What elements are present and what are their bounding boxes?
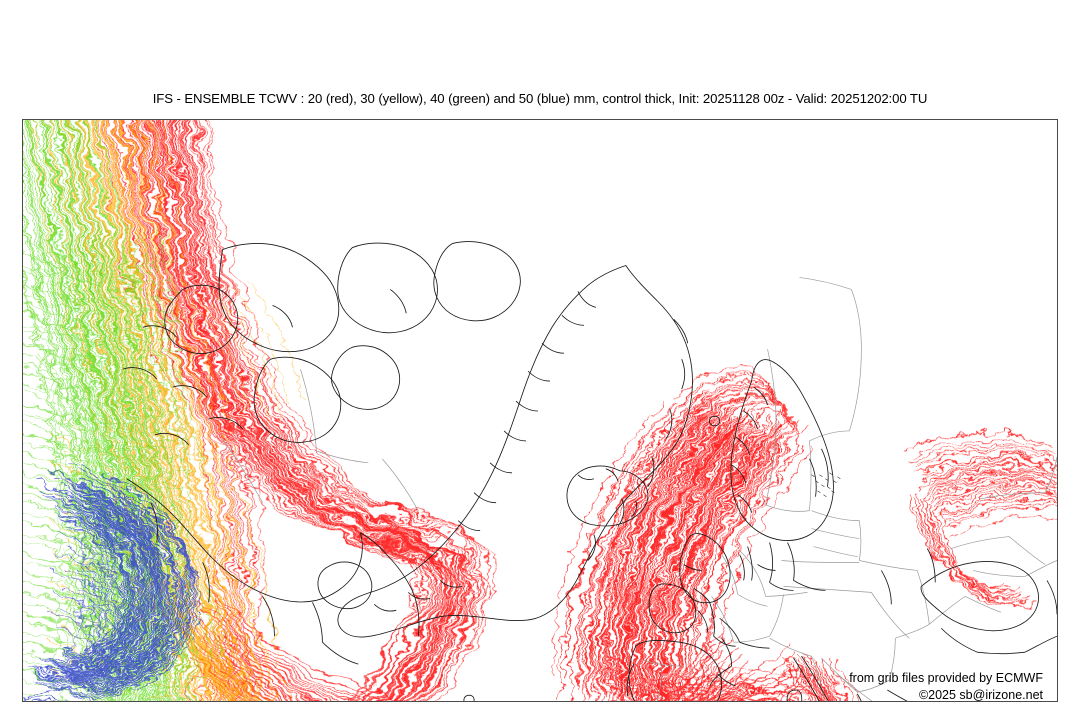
contour-group-20mm-red (93, 120, 1057, 701)
map-frame[interactable]: from grib files provided by ECMWF ©2025 … (22, 119, 1058, 702)
contour-group-50mm-blue (23, 462, 202, 701)
map-canvas[interactable] (23, 120, 1057, 701)
page-title: IFS - ENSEMBLE TCWV : 20 (red), 30 (yell… (152, 91, 928, 106)
lake-detail (811, 472, 841, 497)
coastlines (122, 241, 1057, 701)
country-borders (222, 277, 1057, 701)
